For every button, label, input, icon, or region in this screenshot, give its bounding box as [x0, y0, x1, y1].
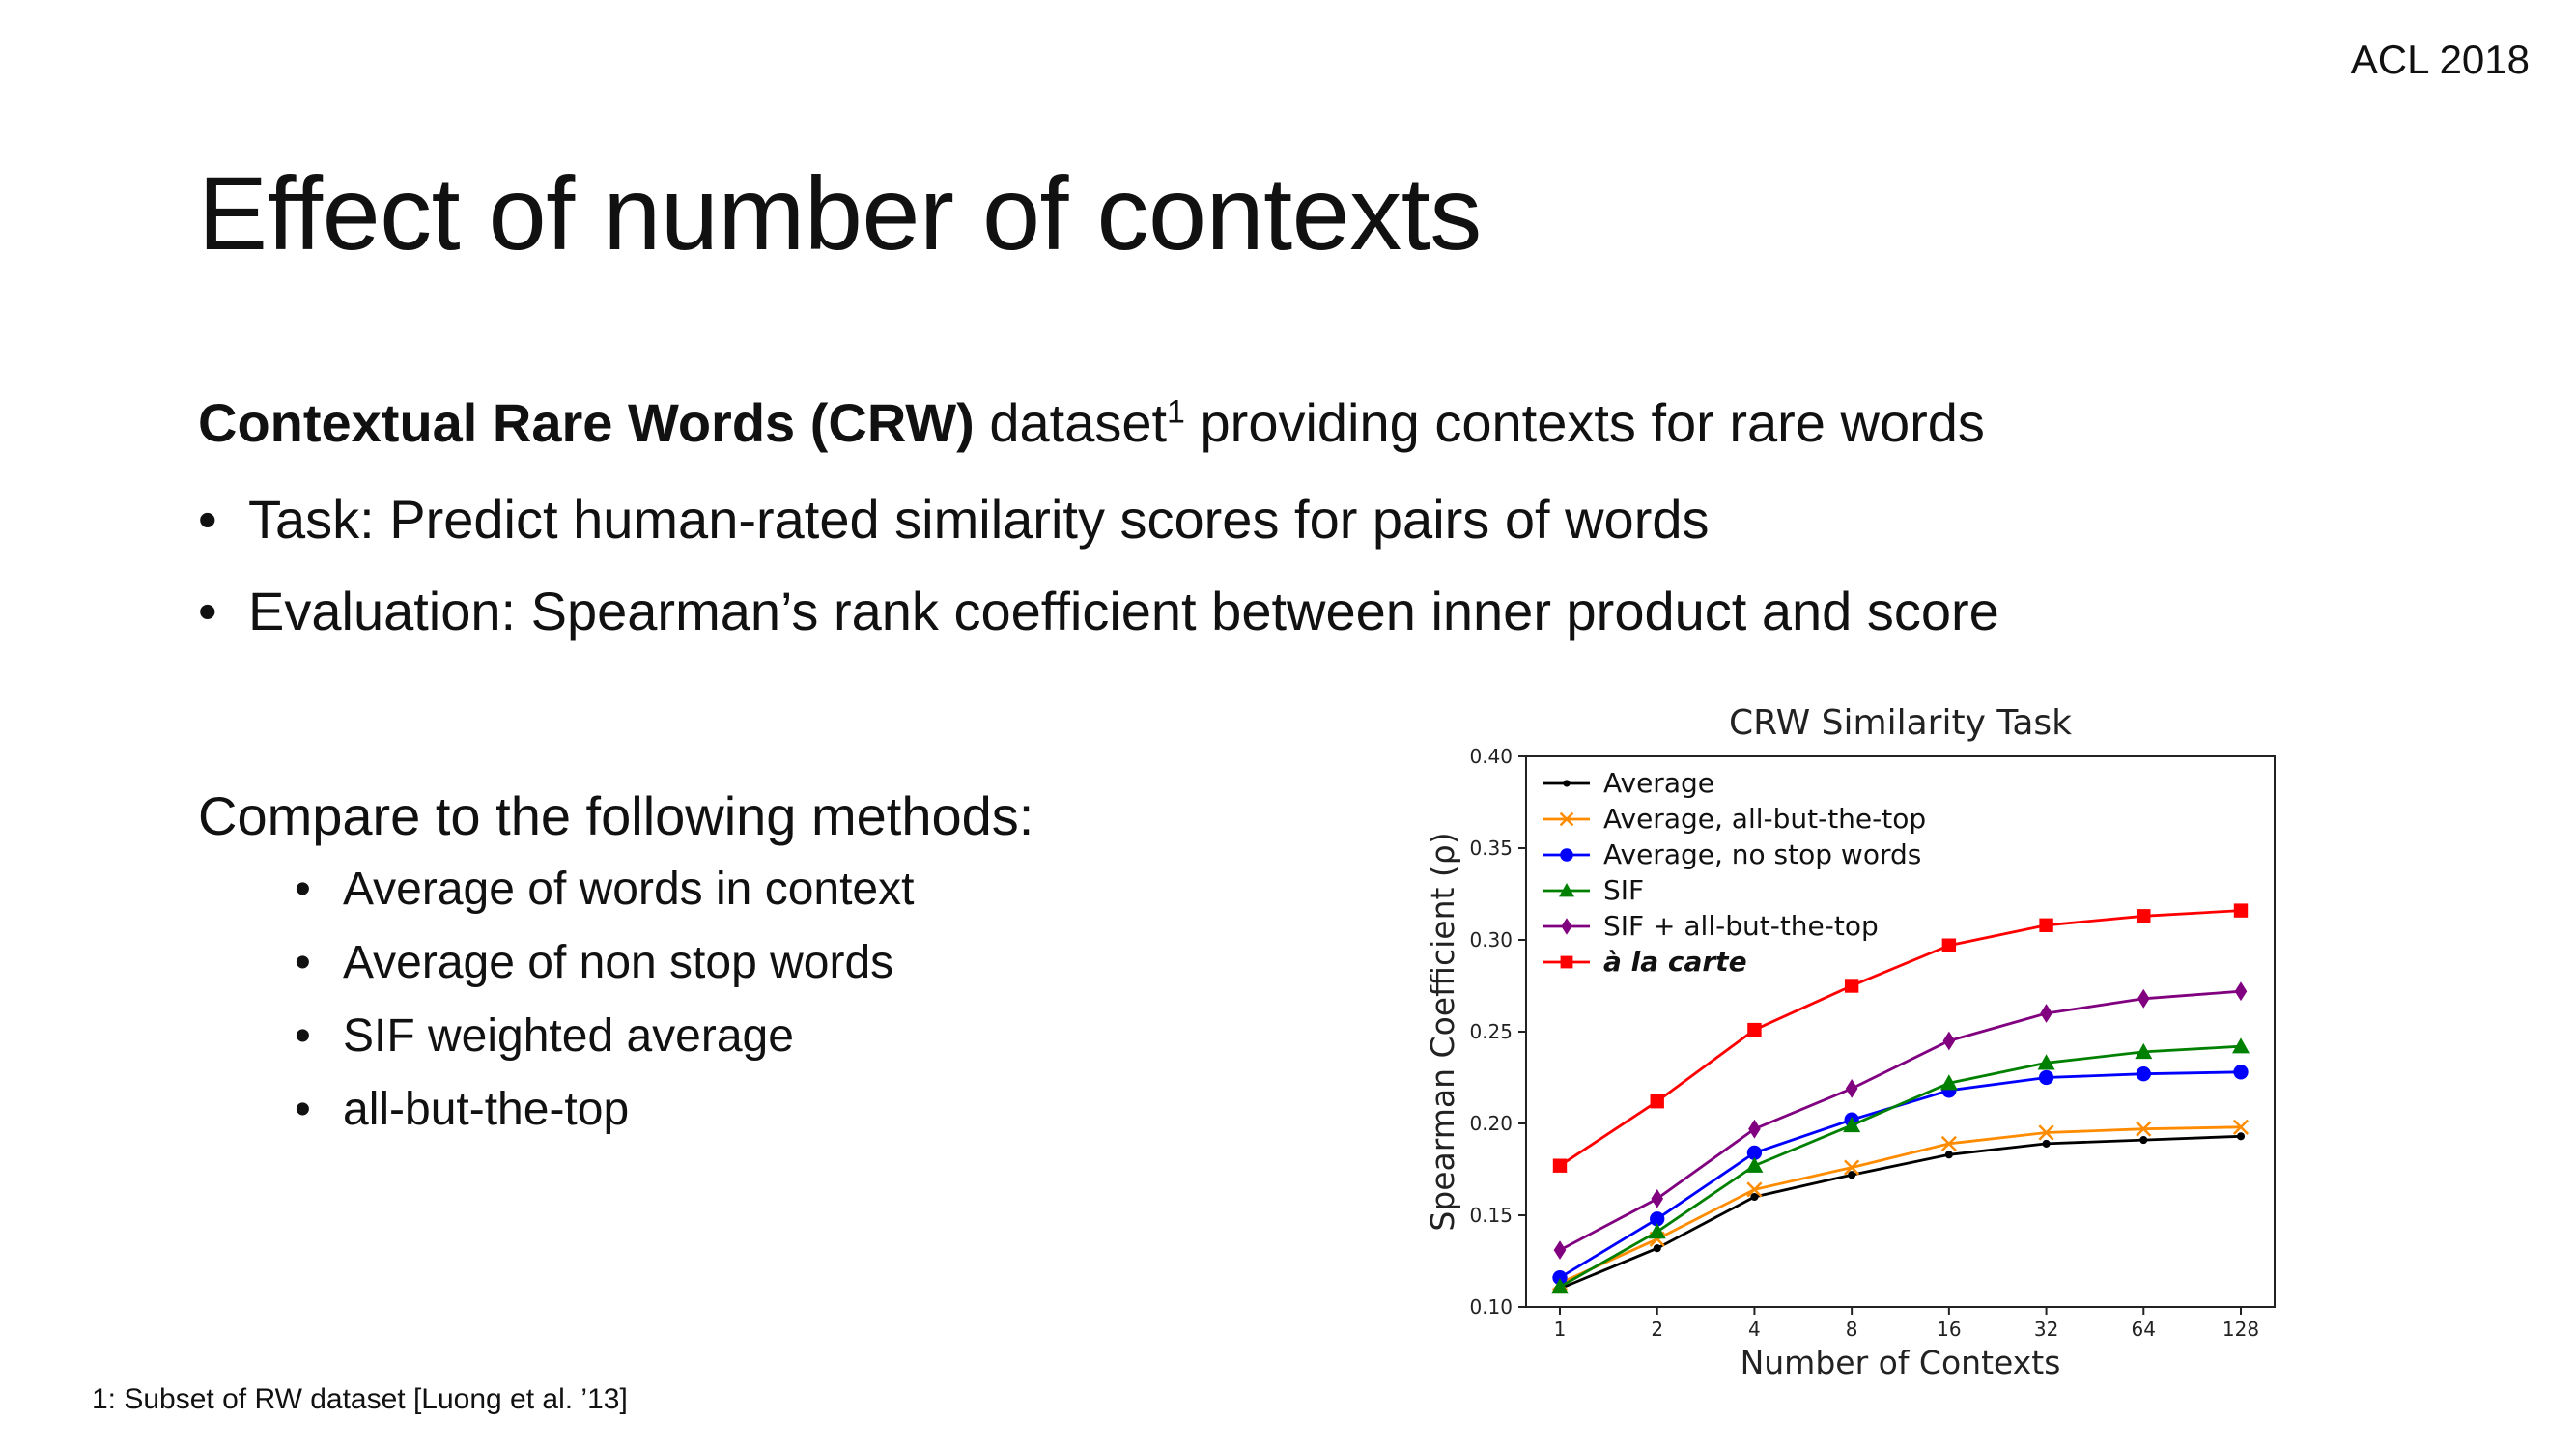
x-tick-label: 16 — [1937, 1318, 1961, 1341]
data-point — [2039, 918, 2053, 932]
task-bullets: Task: Predict human-rated similarity sco… — [198, 488, 1999, 671]
series-line — [1559, 1134, 2242, 1291]
data-point — [2040, 1004, 2052, 1023]
x-tick-label: 64 — [2132, 1318, 2156, 1341]
data-point — [1843, 1116, 1861, 1133]
data-point — [1552, 1269, 1568, 1286]
data-point — [2137, 988, 2150, 1009]
x-axis-label: Number of Contexts — [1741, 1344, 2061, 1381]
data-point — [2042, 1139, 2051, 1148]
legend-marker — [1559, 883, 1574, 897]
method-item: Average of non stop words — [295, 936, 914, 989]
data-point — [1940, 1135, 1957, 1151]
y-tick-label: 0.25 — [1469, 1020, 1513, 1043]
data-point — [2236, 1132, 2246, 1141]
y-tick-label: 0.40 — [1469, 745, 1513, 768]
y-tick-label: 0.15 — [1469, 1204, 1513, 1227]
legend-label: SIF — [1603, 874, 1644, 906]
bullet-evaluation: Evaluation: Spearman’s rank coefficient … — [198, 580, 1999, 642]
legend-label: Average, no stop words — [1603, 838, 1921, 870]
data-point — [2139, 1136, 2148, 1145]
series-line — [1559, 909, 2242, 1167]
y-tick-label: 0.35 — [1469, 837, 1513, 860]
crw-similarity-chart: CRW Similarity Task 0.10 0.15 0.20 0.25 0.30 0… — [1424, 703, 2276, 1381]
data-point — [1844, 979, 1859, 993]
data-point — [2232, 1119, 2250, 1135]
series-line — [1559, 1125, 2242, 1285]
data-point — [1648, 1223, 1666, 1239]
data-point — [2232, 1037, 2250, 1054]
slide-title: Effect of number of contexts — [198, 155, 1482, 271]
data-point — [1747, 1022, 1762, 1037]
data-point — [1650, 1094, 1664, 1109]
data-point — [1944, 1151, 1953, 1159]
data-point — [1939, 1074, 1958, 1091]
data-point — [2136, 1066, 2151, 1082]
data-point — [1848, 1171, 1856, 1179]
data-point — [1845, 1079, 1858, 1098]
footnote: 1: Subset of RW dataset [Luong et al. ’1… — [92, 1383, 628, 1415]
data-point — [1750, 1192, 1759, 1202]
data-point — [1941, 938, 1957, 952]
data-point — [1746, 1145, 1763, 1161]
x-tick-label: 128 — [2222, 1318, 2259, 1341]
x-tick-label: 4 — [1748, 1318, 1761, 1341]
dataset-name: Contextual Rare Words (CRW) — [198, 392, 975, 453]
data-point — [1748, 1119, 1761, 1139]
x-tick-label: 32 — [2034, 1318, 2058, 1341]
intro-tail: providing contexts for rare words — [1184, 392, 1985, 453]
y-axis-label: Spearman Coefficient (ρ) — [1424, 832, 1461, 1231]
methods-list: Average of words in context Average of n… — [295, 863, 914, 1156]
data-point — [2135, 1042, 2153, 1060]
data-point — [1650, 1211, 1665, 1227]
data-point — [1651, 1189, 1664, 1208]
x-tick-label: 1 — [1554, 1318, 1567, 1341]
legend-marker — [1560, 955, 1573, 969]
data-point — [1745, 1156, 1764, 1173]
compare-heading: Compare to the following methods: — [198, 785, 1034, 846]
data-point — [2136, 1121, 2152, 1137]
data-point — [1551, 1278, 1569, 1294]
data-point — [1844, 1159, 1860, 1176]
data-point — [1746, 1181, 1763, 1198]
method-item: SIF weighted average — [295, 1009, 914, 1063]
x-tick-label: 2 — [1651, 1318, 1663, 1341]
data-point — [2038, 1124, 2054, 1141]
chart-title: CRW Similarity Task — [1729, 703, 2072, 743]
legend-label: Average, all-but-the-top — [1603, 803, 1926, 835]
legend-marker — [1560, 848, 1573, 862]
data-point — [2233, 1065, 2249, 1080]
method-item: all-but-the-top — [295, 1083, 914, 1136]
legend-label: Average — [1603, 767, 1714, 799]
legend-marker — [1563, 780, 1571, 787]
footnote-marker: 1 — [1167, 393, 1185, 431]
intro-text: dataset — [974, 392, 1168, 453]
legend-label: SIF + all-but-the-top — [1603, 910, 1879, 942]
venue-label: ACL 2018 — [2350, 37, 2530, 82]
method-item: Average of words in context — [295, 863, 914, 916]
data-point — [2234, 981, 2248, 1002]
data-point — [1552, 1158, 1568, 1173]
y-tick-label: 0.30 — [1469, 928, 1513, 952]
data-point — [1653, 1244, 1661, 1253]
data-point — [1553, 1240, 1567, 1260]
legend-marker — [1559, 811, 1574, 827]
legend-label: à la carte — [1603, 946, 1747, 978]
intro-line: Contextual Rare Words (CRW) dataset1 pro… — [198, 391, 1985, 454]
legend-marker — [1561, 918, 1572, 935]
series-line — [1559, 1044, 2242, 1289]
x-tick-label: 8 — [1846, 1318, 1858, 1341]
series-line — [1559, 989, 2242, 1252]
y-tick-label: 0.20 — [1469, 1112, 1513, 1135]
data-point — [2137, 909, 2151, 923]
data-point — [2037, 1054, 2055, 1070]
y-tick-label: 0.10 — [1469, 1295, 1513, 1319]
bullet-task: Task: Predict human-rated similarity sco… — [198, 488, 1999, 551]
data-point — [2233, 903, 2249, 918]
data-point — [1942, 1031, 1956, 1051]
data-point — [2038, 1069, 2054, 1086]
